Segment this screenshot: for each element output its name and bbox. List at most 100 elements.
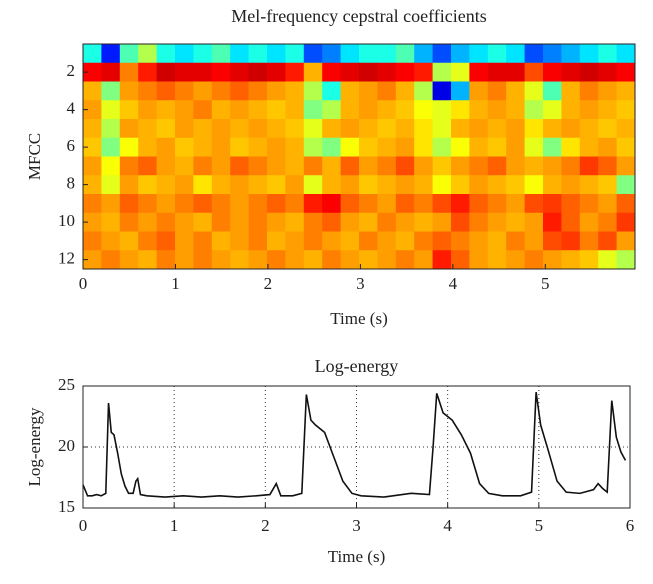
heat-cell xyxy=(377,81,397,101)
heat-cell xyxy=(156,119,176,139)
x-tick-label: 5 xyxy=(535,516,544,535)
heat-cell xyxy=(616,231,636,251)
heat-cell xyxy=(101,212,121,232)
heat-cell xyxy=(579,250,599,270)
heat-cell xyxy=(119,62,139,82)
heat-cell xyxy=(211,81,231,101)
heat-cell xyxy=(377,194,397,214)
heat-cell xyxy=(101,100,121,120)
heat-cell xyxy=(414,62,434,82)
heat-cell xyxy=(561,175,581,195)
heat-cell xyxy=(156,175,176,195)
heat-cell xyxy=(267,100,286,120)
heat-cell xyxy=(119,156,139,176)
heat-cell xyxy=(211,250,231,270)
heat-cell xyxy=(561,81,581,101)
heat-cell xyxy=(451,231,470,251)
heat-cell xyxy=(303,194,323,214)
heat-cell xyxy=(598,194,618,214)
heat-cell xyxy=(395,175,415,195)
heat-cell xyxy=(451,100,470,120)
heat-cell xyxy=(211,175,231,195)
heat-cell xyxy=(359,81,378,101)
heat-cell xyxy=(395,250,415,270)
heat-cell xyxy=(414,100,434,120)
heat-cell xyxy=(469,175,489,195)
heat-cell xyxy=(193,231,213,251)
heat-cell xyxy=(156,156,176,176)
heat-cell xyxy=(487,175,507,195)
heat-cell xyxy=(579,156,599,176)
heat-cell xyxy=(616,194,636,214)
heat-cell xyxy=(543,62,562,82)
heat-cell xyxy=(598,231,618,251)
heat-cell xyxy=(506,137,526,157)
heat-cell xyxy=(616,212,636,232)
heat-cell xyxy=(414,81,434,101)
heat-cell xyxy=(230,250,250,270)
heat-cell xyxy=(543,100,562,120)
heat-cell xyxy=(119,212,139,232)
heat-cell xyxy=(340,231,360,251)
heat-cell xyxy=(561,62,581,82)
heat-cell xyxy=(267,250,286,270)
heat-cell xyxy=(156,81,176,101)
heat-cell xyxy=(543,44,562,64)
heat-cell xyxy=(506,44,526,64)
heat-cell xyxy=(83,137,102,157)
heat-cell xyxy=(395,100,415,120)
heat-cell xyxy=(487,231,507,251)
heat-cell xyxy=(616,250,636,270)
heat-cell xyxy=(340,62,360,82)
heat-cell xyxy=(193,156,213,176)
heat-cell xyxy=(83,250,102,270)
heat-cell xyxy=(561,100,581,120)
heat-cell xyxy=(359,62,378,82)
heat-cell xyxy=(395,62,415,82)
heat-cell xyxy=(267,175,286,195)
heat-cell xyxy=(469,137,489,157)
heat-cell xyxy=(248,250,268,270)
heat-cell xyxy=(377,175,397,195)
heat-cell xyxy=(322,231,342,251)
heat-cell xyxy=(211,62,231,82)
heat-cell xyxy=(175,212,194,232)
heat-cell xyxy=(506,175,526,195)
heat-cell xyxy=(138,44,158,64)
heat-cell xyxy=(579,44,599,64)
heat-cell xyxy=(230,119,250,139)
heat-cell xyxy=(451,250,470,270)
x-tick-label: 4 xyxy=(443,516,452,535)
heat-cell xyxy=(524,231,544,251)
subplot-title: Mel-frequency cepstral coefficients xyxy=(231,6,487,26)
heat-cell xyxy=(598,81,618,101)
heat-cell xyxy=(487,194,507,214)
heat-cell xyxy=(451,62,470,82)
heat-cell xyxy=(524,100,544,120)
heat-cell xyxy=(561,119,581,139)
heat-cell xyxy=(506,231,526,251)
heat-cell xyxy=(432,100,452,120)
x-tick-label: 4 xyxy=(449,274,458,293)
heat-cell xyxy=(303,175,323,195)
heat-cell xyxy=(230,194,250,214)
heat-cell xyxy=(340,250,360,270)
heat-cell xyxy=(579,62,599,82)
heat-cell xyxy=(303,62,323,82)
heat-cell xyxy=(432,175,452,195)
y-tick-label: 20 xyxy=(58,436,75,455)
heat-cell xyxy=(138,137,158,157)
heat-cell xyxy=(303,137,323,157)
heat-cell xyxy=(248,81,268,101)
heat-cell xyxy=(119,231,139,251)
heat-cell xyxy=(432,62,452,82)
heat-cell xyxy=(175,137,194,157)
subplot-title: Log-energy xyxy=(315,356,399,376)
heat-cell xyxy=(598,250,618,270)
y-axis-label: Log-energy xyxy=(25,407,44,486)
heat-cell xyxy=(543,119,562,139)
heat-cell xyxy=(175,119,194,139)
axes-box xyxy=(82,43,636,270)
y-tick-label: 4 xyxy=(67,99,76,118)
